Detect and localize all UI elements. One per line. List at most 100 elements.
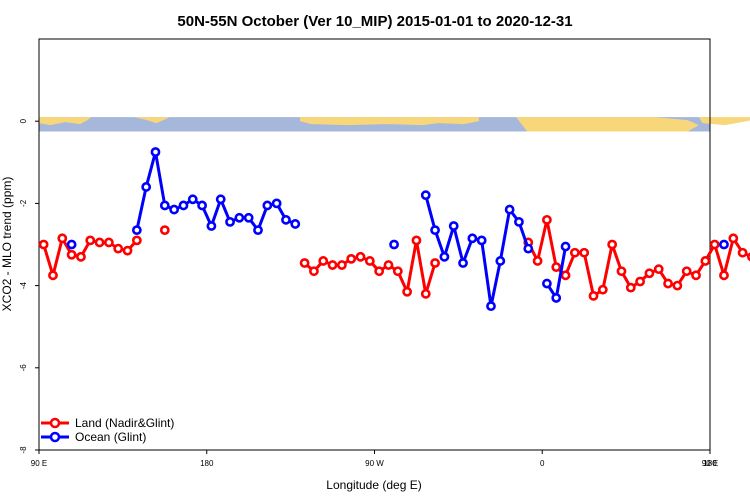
ocean-point	[281, 214, 291, 225]
x-axis-label: Longitude (deg E)	[326, 478, 421, 492]
land-band-segment	[39, 117, 92, 126]
ocean-point	[262, 200, 273, 211]
ocean-point	[243, 212, 254, 223]
land-point	[336, 260, 347, 270]
land-point	[66, 249, 77, 260]
ocean-point	[486, 301, 496, 312]
land-point	[663, 278, 673, 289]
land-point	[383, 260, 394, 270]
land-point	[728, 233, 739, 244]
ocean-point	[131, 225, 142, 236]
land-point	[76, 251, 86, 262]
ocean-point	[560, 241, 571, 252]
x-tick-label: 90 E	[702, 459, 718, 468]
ocean-point	[523, 243, 534, 254]
land-point	[672, 280, 683, 291]
ocean-point	[206, 221, 217, 231]
land-point	[691, 270, 701, 281]
land-point	[103, 237, 114, 248]
land-band-segment	[516, 117, 699, 132]
ocean-point	[225, 216, 235, 227]
legend-ocean-marker	[49, 431, 61, 443]
land-band-segment	[299, 117, 479, 126]
ocean-point	[253, 225, 263, 236]
ocean-point	[476, 235, 487, 246]
ocean-point	[187, 194, 198, 205]
legend-land-label: Land (Nadir&Glint)	[75, 416, 174, 430]
ocean-point	[514, 216, 524, 227]
y-axis: -8 -6 -4 -2 0	[19, 118, 39, 454]
ocean-point	[178, 200, 189, 211]
land-point	[364, 256, 375, 266]
land-point	[402, 286, 413, 297]
land-point	[560, 270, 571, 281]
ocean-point	[430, 225, 440, 236]
land-point	[700, 256, 711, 266]
land-point	[653, 264, 664, 275]
land-point	[131, 235, 142, 246]
ocean-point	[504, 204, 515, 215]
land-point	[122, 245, 133, 256]
ocean-point	[420, 190, 431, 201]
ocean-point	[719, 239, 729, 250]
land-point	[644, 268, 655, 279]
land-point	[616, 266, 627, 277]
land-point	[38, 239, 49, 250]
land-point	[597, 284, 608, 295]
land-ocean-band	[39, 117, 750, 132]
land-band-segment	[134, 117, 170, 124]
ocean-point	[169, 204, 180, 215]
x-tick-label: 0	[540, 459, 545, 468]
legend-land-marker	[49, 417, 61, 429]
land-point	[392, 266, 403, 277]
land-point	[346, 253, 357, 264]
ocean-point	[66, 239, 77, 250]
land-point	[709, 239, 720, 250]
x-tick-label: 90 E	[31, 459, 47, 468]
land-point	[94, 237, 105, 248]
land-point	[569, 247, 580, 258]
ocean-point	[439, 251, 450, 262]
land-point	[430, 258, 440, 268]
ocean-point	[141, 182, 152, 192]
x-tick-label: 90 W	[365, 459, 384, 468]
land-point	[374, 266, 385, 277]
x-tick-label: 180	[703, 459, 717, 468]
land-point	[85, 235, 96, 246]
ocean-point	[495, 256, 506, 266]
ocean-point	[271, 198, 282, 209]
land-point	[355, 251, 366, 262]
y-axis-label: XCO2 - MLO trend (ppm)	[0, 177, 14, 312]
ocean-point	[551, 293, 562, 303]
land-point	[737, 247, 748, 258]
land-point	[719, 270, 729, 281]
chart-title: 50N-55N October (Ver 10_MIP) 2015-01-01 …	[177, 13, 572, 30]
legend: Land (Nadir&Glint) Ocean (Glint)	[41, 416, 174, 444]
ocean-point	[234, 212, 245, 223]
series-group	[38, 147, 750, 312]
land-point	[625, 282, 636, 293]
land-point	[420, 288, 431, 299]
y-tick-label: -4	[19, 281, 28, 289]
ocean-point	[458, 258, 468, 268]
y-tick-label: -2	[19, 199, 28, 207]
land-series-line	[303, 238, 437, 296]
land-point	[681, 266, 692, 277]
land-point	[327, 260, 338, 270]
ocean-point	[159, 200, 170, 211]
ocean-series-line	[135, 150, 296, 232]
land-point	[579, 247, 590, 258]
land-point	[48, 270, 58, 281]
ocean-point	[542, 278, 552, 289]
land-point	[635, 276, 646, 287]
ocean-point	[215, 194, 226, 205]
land-point	[318, 256, 329, 266]
y-tick-label: 0	[19, 118, 28, 123]
land-point	[588, 290, 599, 301]
land-point	[299, 258, 310, 268]
ocean-point	[197, 200, 207, 211]
ocean-point	[389, 239, 399, 250]
land-point	[607, 239, 618, 250]
